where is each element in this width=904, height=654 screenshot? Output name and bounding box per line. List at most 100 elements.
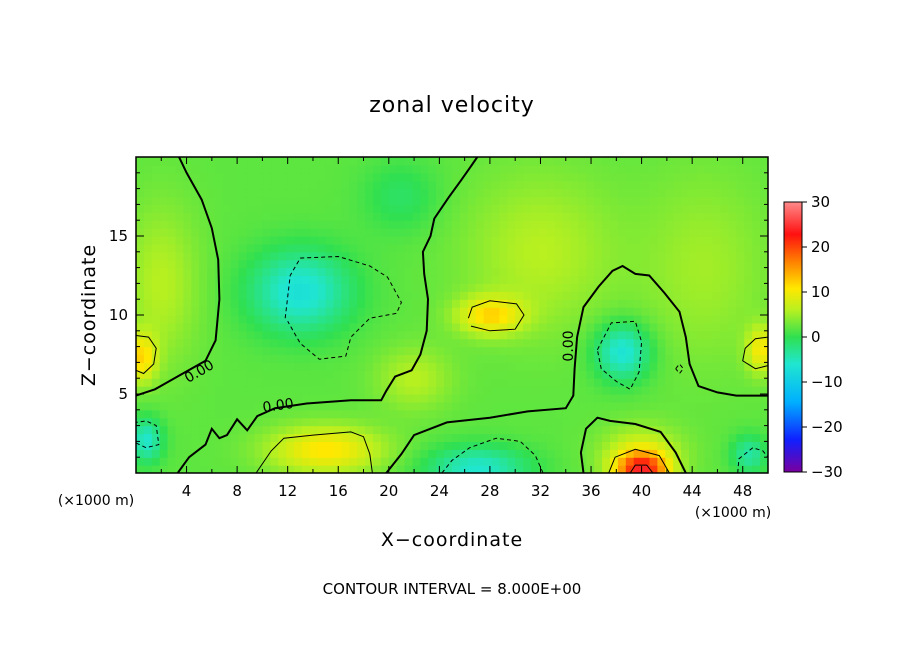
field-cell	[728, 394, 737, 403]
field-cell	[412, 378, 421, 387]
field-cell	[294, 267, 303, 277]
field-cell	[191, 259, 200, 269]
field-cell	[531, 220, 540, 229]
field-cell	[712, 338, 722, 348]
field-cell	[191, 220, 200, 229]
field-cell	[333, 188, 342, 198]
colorbar-tick-label: −30	[811, 463, 843, 481]
field-cell	[523, 157, 532, 166]
field-cell	[143, 236, 153, 245]
field-cell	[752, 425, 761, 435]
field-cell	[412, 220, 421, 229]
field-cell	[538, 236, 548, 245]
field-cell	[515, 378, 524, 387]
field-cell	[301, 212, 311, 221]
field-cell	[333, 370, 342, 379]
field-cell	[278, 433, 287, 442]
field-cell	[159, 180, 169, 190]
field-cell	[215, 172, 224, 182]
field-cell	[365, 259, 374, 269]
field-cell	[657, 212, 666, 221]
field-cell	[294, 172, 303, 182]
field-cell	[594, 465, 603, 473]
field-cell	[151, 378, 161, 387]
field-cell	[586, 330, 595, 340]
field-cell	[736, 370, 745, 379]
field-cell	[744, 275, 753, 284]
contour-negative	[596, 320, 643, 390]
field-cell	[167, 433, 177, 442]
field-cell	[436, 465, 445, 473]
field-cell	[167, 401, 177, 411]
field-cell	[444, 283, 453, 292]
field-cell	[373, 346, 382, 356]
field-cell	[412, 307, 421, 316]
field-cell	[459, 354, 469, 363]
field-cell	[475, 433, 485, 442]
field-cell	[610, 315, 619, 324]
field-cell	[317, 362, 327, 371]
field-cell	[199, 386, 208, 395]
field-cell	[254, 330, 263, 340]
field-cell	[278, 457, 287, 466]
field-cell	[325, 370, 335, 379]
field-cell	[562, 338, 572, 348]
field-cell	[294, 401, 303, 411]
field-cell	[483, 386, 493, 395]
field-cell	[357, 204, 366, 213]
field-cell	[365, 322, 374, 332]
field-cell	[459, 386, 469, 395]
field-cell	[752, 164, 761, 174]
field-cell	[191, 315, 200, 324]
field-cell	[594, 172, 603, 182]
field-cell	[262, 465, 271, 473]
field-cell	[578, 220, 587, 229]
field-cell	[602, 307, 611, 316]
field-cell	[704, 330, 714, 340]
field-cell	[191, 425, 200, 435]
field-cell	[554, 330, 564, 340]
field-cell	[388, 346, 398, 356]
field-cell	[554, 425, 564, 435]
field-cell	[554, 236, 564, 245]
field-cell	[459, 164, 469, 174]
field-cell	[404, 251, 414, 261]
field-cell	[728, 188, 737, 198]
field-cell	[515, 251, 524, 261]
field-cell	[436, 394, 445, 403]
field-cell	[436, 441, 445, 450]
field-cell	[230, 299, 240, 308]
colorbar	[783, 201, 803, 473]
field-cell	[373, 196, 382, 205]
field-cell	[704, 291, 714, 300]
field-cell	[396, 465, 406, 473]
field-cell	[294, 251, 303, 261]
field-cell	[467, 378, 477, 387]
field-cell	[183, 315, 192, 324]
field-cell	[459, 267, 469, 277]
field-cell	[175, 409, 184, 419]
field-cell	[341, 401, 350, 411]
field-cell	[325, 283, 335, 292]
field-cell	[396, 275, 406, 284]
field-cell	[744, 236, 753, 245]
field-cell	[610, 378, 619, 387]
field-cell	[554, 386, 564, 395]
field-cell	[689, 362, 698, 371]
field-cell	[349, 204, 358, 213]
field-cell	[538, 188, 548, 198]
field-cell	[578, 228, 587, 237]
field-cell	[404, 172, 414, 182]
field-cell	[594, 299, 603, 308]
field-cell	[744, 157, 753, 166]
field-cell	[270, 425, 279, 435]
field-cell	[396, 378, 406, 387]
field-cell	[136, 267, 145, 277]
colorbar-tick-label: 0	[811, 328, 821, 346]
field-cell	[215, 386, 224, 395]
field-cell	[215, 188, 224, 198]
field-cell	[420, 378, 429, 387]
field-cell	[404, 196, 414, 205]
field-cell	[286, 465, 295, 473]
field-cell	[696, 362, 706, 371]
